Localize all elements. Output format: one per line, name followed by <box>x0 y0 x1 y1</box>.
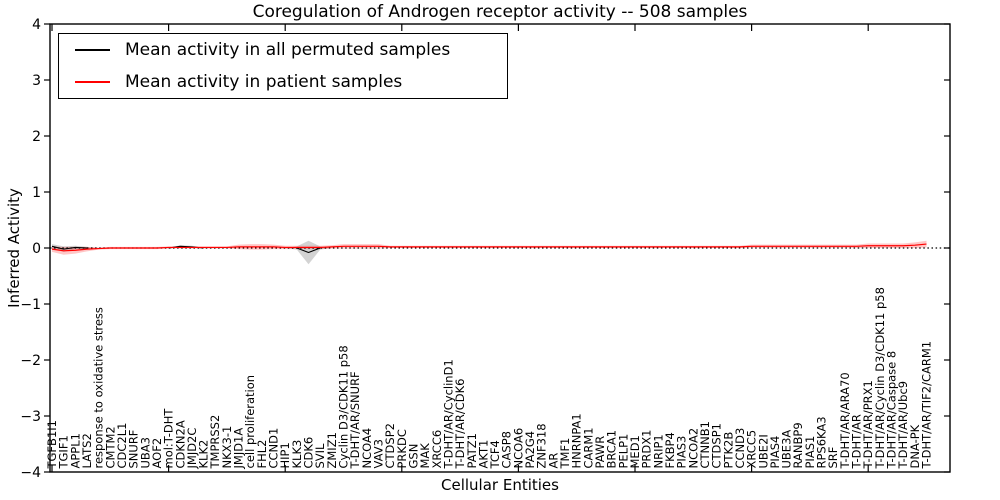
x-category-label: NCOA2 <box>686 428 700 469</box>
x-category-label: CARM1 <box>581 427 595 468</box>
x-category-label: CDC2L1 <box>115 423 129 469</box>
y-tick-label: 0 <box>32 241 41 257</box>
x-category-label: APPL1 <box>68 433 82 468</box>
y-tick-label: −3 <box>20 409 41 425</box>
legend-line-swatch-patient <box>75 81 110 83</box>
x-category-label: PTK2B <box>721 432 735 469</box>
x-category-label: TGIF1 <box>57 435 71 469</box>
x-category-label: PAWR <box>593 436 607 469</box>
x-category-label: PRKDC <box>395 429 409 468</box>
x-category-label: CMTM2 <box>103 426 117 468</box>
x-category-label: T-DHT/AR/PRX1 <box>861 380 875 469</box>
x-category-label: GSN <box>406 444 420 469</box>
x-category-label: response to oxidative stress <box>92 307 106 468</box>
y-tick-label: 2 <box>32 129 41 145</box>
legend-line-swatch-permuted <box>75 49 110 51</box>
x-category-label: CTDSP2 <box>383 423 397 468</box>
x-category-label: KLK3 <box>290 440 304 469</box>
x-category-label: CCND1 <box>267 428 281 469</box>
x-category-label: T-DHT/AR <box>850 414 864 469</box>
x-category-label: XRCC6 <box>430 430 444 469</box>
x-category-label: UBE2I <box>756 434 770 468</box>
x-category-label: ZNF318 <box>535 423 549 468</box>
x-category-label: PATZ1 <box>465 433 479 468</box>
x-category-label: VAV3 <box>371 439 385 468</box>
x-category-label: TMPRSS2 <box>208 415 222 470</box>
x-category-label: NKX3-1 <box>220 426 234 469</box>
x-category-label: UBA3 <box>138 437 152 469</box>
x-category-label: PIAS1 <box>803 436 817 469</box>
chart-title: Coregulation of Androgen receptor activi… <box>252 2 748 22</box>
x-category-label: CTDSP1 <box>710 423 724 468</box>
legend: Mean activity in all permuted samples Me… <box>58 33 508 99</box>
x-category-label: PIAS3 <box>675 436 689 469</box>
x-category-label: TCF4 <box>488 440 502 469</box>
x-category-label: RPS6KA3 <box>815 416 829 468</box>
y-tick-label: 3 <box>32 73 41 89</box>
x-category-label: T-DHT/AR/Cyclin D3/CDK11 p58 <box>873 287 887 469</box>
x-category-label: NRIP1 <box>651 434 665 468</box>
legend-label: Mean activity in all permuted samples <box>125 40 451 60</box>
x-axis-label: Cellular Entities <box>441 476 559 494</box>
x-category-label: AR <box>546 453 560 469</box>
legend-item: Mean activity in all permuted samples <box>59 35 507 65</box>
x-category-label: T-DHT/AR/CDK6 <box>453 379 467 470</box>
x-category-label: MAK <box>418 443 432 469</box>
x-category-label: Cyclin D3/CDK11 p58 <box>337 345 351 468</box>
x-category-label: CDKN2A <box>173 420 187 468</box>
x-category-label: TMF1 <box>558 438 572 470</box>
x-category-label: ZMIZ1 <box>325 432 339 468</box>
x-category-label: SNURF <box>127 430 141 469</box>
x-category-label: PRDX1 <box>640 430 654 469</box>
x-category-label: PELP1 <box>616 434 630 469</box>
x-category-label: T-DHT/AR/Ubc9 <box>896 381 910 470</box>
x-category-label: XRCC5 <box>745 430 759 469</box>
x-category-label: DNA-PK <box>908 424 922 468</box>
y-tick-label: 1 <box>32 185 41 201</box>
x-category-label: SRF <box>826 447 840 469</box>
x-category-label: PA2G4 <box>523 431 537 469</box>
x-category-label: CCND3 <box>733 428 747 469</box>
x-category-label: FKBP4 <box>663 432 677 468</box>
x-category-label: KLK2 <box>197 440 211 469</box>
x-category-label: HNRNPA1 <box>570 413 584 468</box>
y-tick-label: −2 <box>20 353 41 369</box>
x-category-label: T-DHT/AR/SNURF <box>348 371 362 469</box>
x-category-label: LATS2 <box>80 433 94 468</box>
x-category-label: RANBP9 <box>791 422 805 468</box>
x-category-label: T-DHT/AR/TIF2/CARM1 <box>920 341 934 470</box>
x-category-label: T-DHT/AR/CyclinD1 <box>441 359 455 469</box>
x-category-label: PIAS4 <box>768 436 782 469</box>
x-category-label: AOF2 <box>150 438 164 469</box>
y-axis-label: Inferred Activity <box>5 188 23 308</box>
x-category-label: T-DHT/AR/Caspase 8 <box>885 351 899 470</box>
x-category-label: HIP1 <box>278 442 292 468</box>
x-category-label: MED1 <box>628 435 642 468</box>
x-category-label: TGFB1I1 <box>45 420 59 469</box>
x-category-label: CTNNB1 <box>698 421 712 468</box>
x-category-label: AKT1 <box>476 440 490 469</box>
permuted-band <box>52 240 927 265</box>
x-category-label: NCOA6 <box>511 428 525 469</box>
x-category-label: JMJD1A <box>232 428 246 470</box>
x-category-label: CASP8 <box>500 431 514 468</box>
x-category-label: mol:T-DHT <box>162 408 176 469</box>
x-category-label: SVIL <box>313 443 327 469</box>
x-category-label: JMJD2C <box>185 428 199 470</box>
x-category-label: cell proliferation <box>243 375 257 469</box>
x-category-label: UBE3A <box>780 430 794 469</box>
patient-mean-line <box>51 243 927 252</box>
x-category-label: NCOA4 <box>360 428 374 469</box>
x-category-label: BRCA1 <box>605 430 619 469</box>
x-category-label: T-DHT/AR/ARA70 <box>838 372 852 469</box>
x-category-label: FHL2 <box>255 440 269 469</box>
y-tick-label: −4 <box>20 465 41 481</box>
x-category-label: CDK6 <box>302 437 316 469</box>
y-tick-label: 4 <box>32 17 41 33</box>
legend-label: Mean activity in patient samples <box>125 72 403 92</box>
y-tick-label: −1 <box>20 297 41 313</box>
legend-item: Mean activity in patient samples <box>59 67 507 97</box>
